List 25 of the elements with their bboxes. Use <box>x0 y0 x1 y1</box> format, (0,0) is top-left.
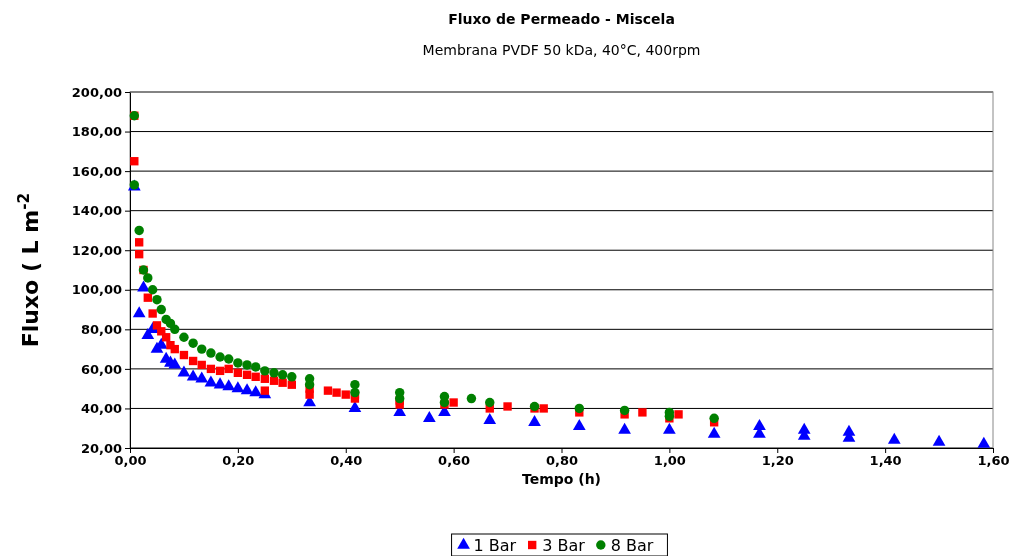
legend-label: 3 Bar <box>542 536 586 555</box>
x-tick-label: 1,00 <box>653 453 686 469</box>
x-tick-label: 0,60 <box>438 453 471 469</box>
y-tick-label: 20,00 <box>80 440 122 456</box>
chart-subtitle: Membrana PVDF 50 kDa, 40°C, 400rpm <box>422 42 701 58</box>
x-axis-title: Tempo (h) <box>521 471 602 487</box>
y-tick-label: 60,00 <box>80 361 122 377</box>
x-tick-label: 1,60 <box>977 453 1010 469</box>
y-tick-label: 80,00 <box>80 321 122 337</box>
legend-label: 1 Bar <box>473 536 517 555</box>
x-tick-label: 0,80 <box>545 453 579 469</box>
y-tick-label: 40,00 <box>80 401 122 417</box>
y-tick-label: 200,00 <box>71 84 122 100</box>
legend-label: 8 Bar <box>610 536 654 555</box>
y-tick-label: 180,00 <box>71 124 122 140</box>
x-tick-label: 0,40 <box>330 453 363 469</box>
chart-title: Fluxo de Permeado - Miscela <box>448 11 675 27</box>
y-tick-label: 140,00 <box>71 203 122 219</box>
x-tick-label: 0,20 <box>222 453 255 469</box>
y-tick-label: 160,00 <box>71 163 122 179</box>
x-tick-label: 1,20 <box>761 453 794 469</box>
x-tick-label: 1,40 <box>869 453 902 469</box>
y-tick-label: 100,00 <box>71 282 122 298</box>
y-tick-label: 120,00 <box>71 242 122 258</box>
x-tick-label: 0,00 <box>114 453 147 469</box>
